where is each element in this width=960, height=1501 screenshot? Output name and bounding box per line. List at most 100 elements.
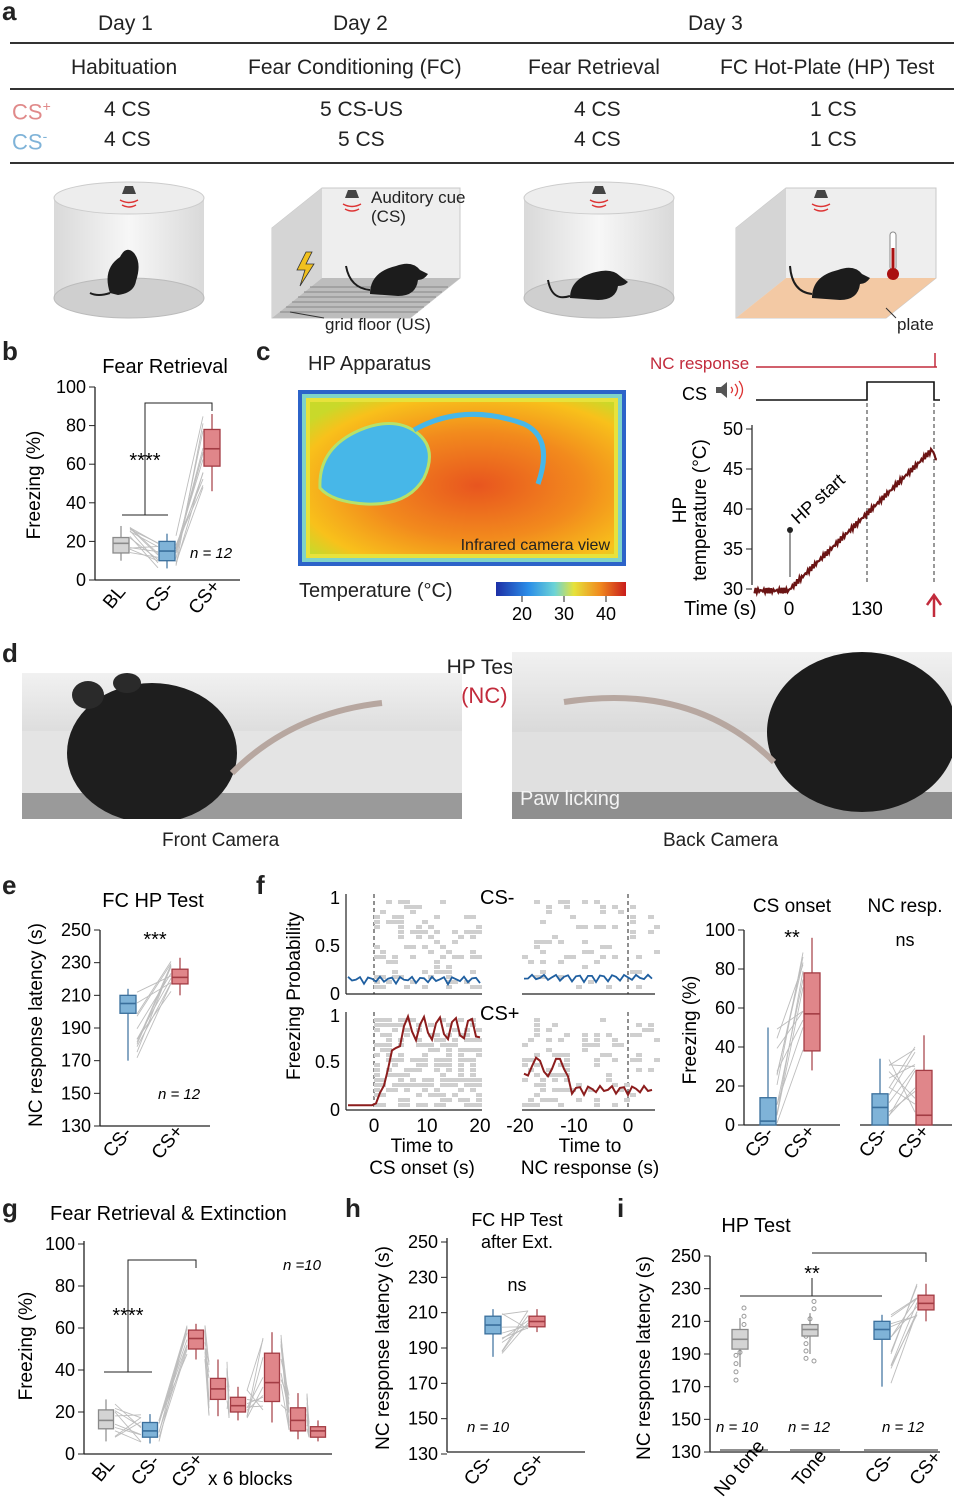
raster-bin bbox=[398, 915, 404, 919]
raster-bin bbox=[464, 1058, 470, 1062]
raster-bin bbox=[648, 915, 654, 919]
raster-bin bbox=[552, 1073, 558, 1077]
raster-bin bbox=[576, 1083, 582, 1087]
raster-bin bbox=[636, 955, 642, 959]
raster-bin bbox=[612, 1103, 618, 1107]
subject-line bbox=[888, 1048, 916, 1066]
raster-bin bbox=[470, 1078, 476, 1082]
raster-bin bbox=[452, 930, 458, 934]
f-box-ns: ns bbox=[895, 930, 914, 950]
raster-bin bbox=[416, 905, 422, 909]
i-dot bbox=[811, 1306, 817, 1312]
subject-line bbox=[888, 1059, 916, 1113]
h-ylabel: NC response latency (s) bbox=[373, 1246, 394, 1450]
subject-line bbox=[129, 552, 159, 558]
h-title-2: after Ext. bbox=[481, 1232, 553, 1252]
subject-line bbox=[776, 987, 804, 1116]
h-box-1 bbox=[528, 1309, 546, 1333]
raster-bin bbox=[464, 1028, 470, 1032]
raster-bin bbox=[374, 945, 380, 949]
g-box-2 bbox=[187, 1323, 205, 1360]
f-ytick-top-0: 0 bbox=[330, 984, 340, 1004]
raster-bin bbox=[470, 970, 476, 974]
raster-bin bbox=[380, 1093, 386, 1097]
f-xtick-onset-csplus: CS+ bbox=[780, 1121, 820, 1163]
raster-bin bbox=[546, 1028, 552, 1032]
raster-bin bbox=[428, 1023, 434, 1027]
raster-bin bbox=[540, 960, 546, 964]
raster-bin bbox=[630, 915, 636, 919]
subject-line bbox=[890, 1315, 918, 1325]
raster-bin bbox=[546, 910, 552, 914]
f-iqr-3 bbox=[915, 1069, 933, 1126]
raster-bin bbox=[612, 1058, 618, 1062]
raster-bin bbox=[386, 1048, 392, 1052]
i-dot bbox=[733, 1352, 739, 1358]
raster-bin bbox=[594, 900, 600, 904]
raster-bin bbox=[522, 1103, 528, 1107]
raster-bin bbox=[476, 1093, 482, 1097]
f-xtick-right-m20: -20 bbox=[506, 1116, 533, 1137]
cell-cs-plus-fc: 5 CS-US bbox=[320, 98, 403, 121]
i-dot bbox=[741, 1305, 747, 1311]
i-box-3 bbox=[917, 1283, 935, 1322]
panel-f-raster-chart: Freezing Probability CS- CS+ 1 0.5 0 1 0… bbox=[284, 887, 660, 1179]
subject-line bbox=[501, 1324, 529, 1343]
subject-line bbox=[114, 1407, 142, 1419]
raster-bin bbox=[398, 1073, 404, 1077]
raster-bin bbox=[416, 1043, 422, 1047]
c-camera-label: Infrared camera view bbox=[461, 537, 611, 554]
raster-bin bbox=[458, 1098, 464, 1102]
raster-bin bbox=[386, 1088, 392, 1092]
f-box-ytick: 60 bbox=[715, 998, 735, 1018]
raster-bin bbox=[648, 1023, 654, 1027]
raster-bin bbox=[404, 1033, 410, 1037]
raster-bin bbox=[476, 1053, 482, 1057]
raster-bin bbox=[476, 1078, 482, 1082]
d-paw-licking-label: Paw licking bbox=[520, 788, 621, 810]
raster-bin bbox=[452, 1043, 458, 1047]
i-ytick: 230 bbox=[671, 1279, 701, 1299]
raster-bin bbox=[528, 1058, 534, 1062]
raster-bin bbox=[404, 1083, 410, 1087]
speaker-icon bbox=[814, 190, 828, 198]
raster-bin bbox=[528, 960, 534, 964]
g-box-1 bbox=[141, 1414, 159, 1444]
f-trace-cs-minus-nc bbox=[523, 973, 653, 984]
raster-bin bbox=[458, 1068, 464, 1072]
g-box-0 bbox=[97, 1399, 115, 1442]
raster-bin bbox=[428, 925, 434, 929]
raster-bin bbox=[392, 975, 398, 979]
raster-bin bbox=[546, 1068, 552, 1072]
c-cs-label: CS bbox=[682, 384, 707, 404]
raster-bin bbox=[452, 1093, 458, 1097]
raster-bin bbox=[452, 940, 458, 944]
raster-bin bbox=[558, 960, 564, 964]
b-box-1 bbox=[158, 533, 176, 569]
raster-bin bbox=[636, 1053, 642, 1057]
raster-bin bbox=[476, 985, 482, 989]
panel-h-letter: h bbox=[345, 1193, 361, 1223]
i-dot bbox=[733, 1369, 739, 1375]
subject-line bbox=[136, 965, 172, 1053]
g-box-7 bbox=[309, 1420, 327, 1442]
apparatus-illustrations bbox=[53, 181, 937, 319]
subject-line bbox=[501, 1310, 529, 1315]
raster-bin bbox=[612, 925, 618, 929]
retrieval-chamber bbox=[523, 181, 675, 319]
raster-bin bbox=[434, 970, 440, 974]
raster-bin bbox=[576, 985, 582, 989]
e-xtick-csplus: CS+ bbox=[148, 1121, 188, 1163]
raster-bin bbox=[594, 1103, 600, 1107]
cell-cs-plus-fr: 4 CS bbox=[574, 98, 621, 121]
raster-bin bbox=[410, 980, 416, 984]
i-xtick-csminus: CS- bbox=[861, 1449, 898, 1488]
e-xtick-csminus: CS- bbox=[99, 1123, 136, 1162]
b-ytick: 80 bbox=[66, 416, 86, 436]
raster-bin bbox=[564, 955, 570, 959]
raster-bin bbox=[386, 1043, 392, 1047]
raster-bin bbox=[452, 1038, 458, 1042]
raster-bin bbox=[636, 970, 642, 974]
raster-bin bbox=[476, 930, 482, 934]
b-ylabel: Freezing (%) bbox=[24, 431, 45, 540]
